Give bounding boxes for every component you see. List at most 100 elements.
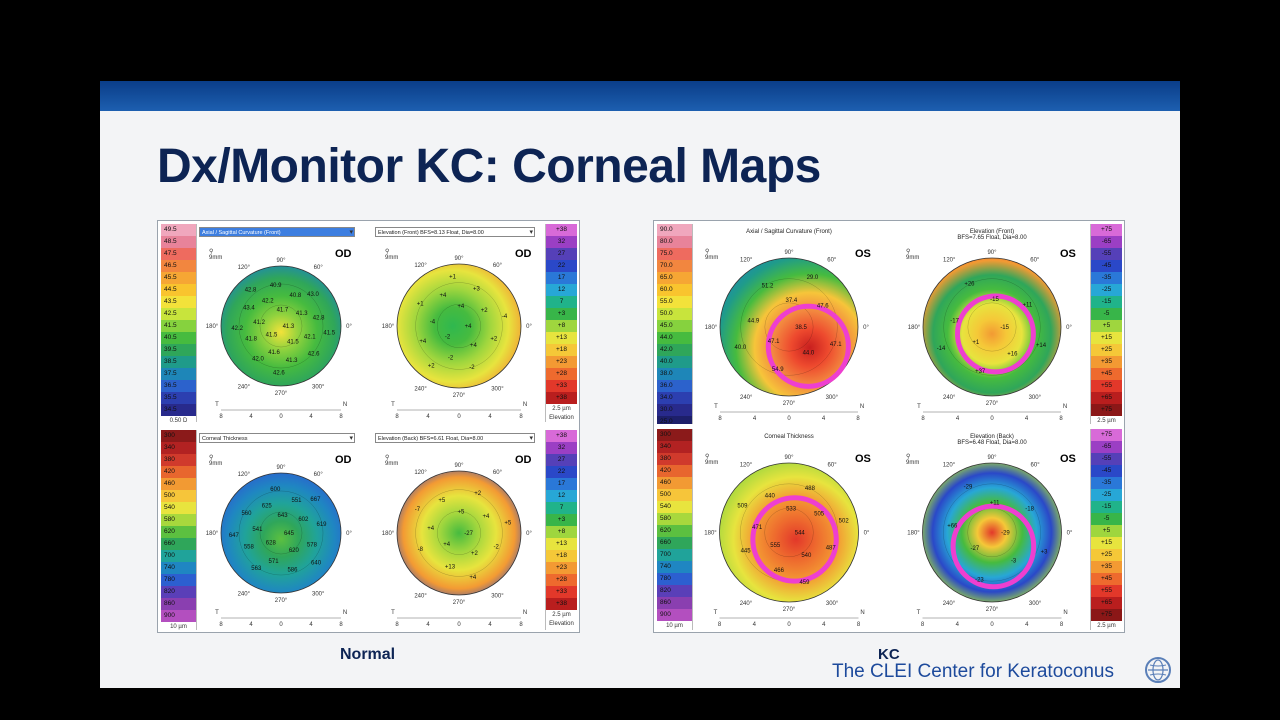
highlight-ring bbox=[750, 495, 839, 584]
zoom-icon[interactable]: ⚲ 9mm bbox=[906, 454, 920, 466]
scale-step: +3 bbox=[546, 308, 577, 320]
map-value: -29 bbox=[964, 484, 973, 490]
scale-step: 340 bbox=[657, 441, 692, 453]
map-type-dropdown[interactable]: Elevation (Front) BFS=8.13 Float, Dia=8.… bbox=[375, 227, 535, 237]
scale-step: 7 bbox=[546, 502, 577, 514]
axis-label: 240° bbox=[414, 386, 427, 392]
topography-plot: 90°270°180° 0°120° 60°240° 300°8 4 0 4 8T N64562… bbox=[206, 465, 353, 628]
scale-step: -25 bbox=[1091, 284, 1122, 296]
scale-step: 660 bbox=[161, 538, 196, 550]
scale-step: -35 bbox=[1091, 477, 1122, 489]
topography-plot: 90°270°180° 0°120° 60°240° 300°8 4 0 4 8T N+4-2+… bbox=[382, 256, 533, 420]
axis-label: 300° bbox=[491, 386, 504, 392]
tick-label: 0 bbox=[787, 416, 791, 422]
zoom-icon[interactable]: ⚲ 9mm bbox=[385, 455, 399, 467]
axis-label: 90° bbox=[784, 455, 794, 461]
map-type-dropdown[interactable]: Corneal Thickness bbox=[199, 433, 355, 443]
zoom-icon[interactable]: ⚲ 9mm bbox=[705, 249, 719, 261]
map-value: +2 bbox=[471, 551, 479, 557]
axis-label: 120° bbox=[414, 263, 427, 269]
map-value: 466 bbox=[774, 568, 785, 574]
scale-step: +8 bbox=[546, 526, 577, 538]
axis-label: 180° bbox=[382, 324, 395, 330]
zoom-icon[interactable]: ⚲ 9mm bbox=[906, 249, 920, 261]
axis-label: 90° bbox=[987, 250, 997, 256]
tick-label: 8 bbox=[519, 414, 523, 420]
map-value: -15 bbox=[990, 297, 999, 303]
kc-front-elevation-map: +75 -65 -55 -45 -35 -25 -15 -5 +5 +15 +25 +35 +45 +55… bbox=[892, 224, 1122, 424]
zoom-icon[interactable]: ⚲ 9mm bbox=[209, 249, 223, 261]
scale-step: -45 bbox=[1091, 465, 1122, 477]
axis-label: 60° bbox=[1031, 462, 1041, 468]
scale-step: 420 bbox=[161, 466, 196, 478]
map-value: +4 bbox=[440, 293, 448, 299]
map-value: 667 bbox=[310, 497, 321, 503]
map-value: 42.6 bbox=[273, 370, 285, 376]
map-value: -7 bbox=[415, 507, 421, 513]
axis-label: 90° bbox=[454, 463, 464, 469]
scale-step: 860 bbox=[161, 598, 196, 610]
scale-step: +45 bbox=[1091, 368, 1122, 380]
map-value: +3 bbox=[473, 287, 481, 293]
scale-step: +33 bbox=[546, 380, 577, 392]
map-value: 42.8 bbox=[313, 316, 325, 322]
axis-label: 300° bbox=[491, 593, 504, 599]
cornea-disk bbox=[220, 265, 342, 387]
axis-label: 120° bbox=[238, 265, 251, 271]
scale-step: +23 bbox=[546, 356, 577, 368]
scale-step: +55 bbox=[1091, 380, 1122, 392]
map-value: 625 bbox=[262, 504, 273, 510]
zoom-icon[interactable]: ⚲ 9mm bbox=[385, 249, 399, 261]
topography-plot: 90°270°180° 0°120° 60°240° 300°8 4 0 4 8T N-15+1… bbox=[908, 250, 1073, 422]
zoom-icon[interactable]: ⚲ 9mm bbox=[705, 454, 719, 466]
axis-label: 180° bbox=[704, 531, 717, 537]
axis-label: 90° bbox=[454, 256, 464, 262]
map-value: 540 bbox=[801, 553, 812, 559]
scale-step: 49.5 bbox=[161, 224, 196, 236]
axis-label: 240° bbox=[238, 384, 251, 390]
axis-side-label: T bbox=[215, 610, 219, 616]
scale-step: 380 bbox=[657, 453, 692, 465]
globe-icon bbox=[1145, 657, 1171, 683]
tick-label: 4 bbox=[753, 622, 757, 628]
scale-step: -15 bbox=[1091, 296, 1122, 308]
map-value: 487 bbox=[826, 546, 837, 552]
map-type-dropdown[interactable]: Elevation (Back) BFS=6.61 Float, Dia=8.0… bbox=[375, 433, 535, 443]
scale-step: +75 bbox=[1091, 404, 1122, 416]
map-value: +66 bbox=[947, 523, 958, 529]
color-scale: 300 340 380 420 460 500 540 580 620 660 700 740 780 8… bbox=[657, 429, 693, 630]
scale-step: 27 bbox=[546, 454, 577, 466]
map-value: 44.9 bbox=[748, 319, 760, 325]
map-value: 533 bbox=[786, 507, 797, 513]
scale-step: 32 bbox=[546, 236, 577, 248]
map-value: 602 bbox=[298, 517, 309, 523]
map-type-dropdown[interactable]: Axial / Sagittal Curvature (Front) bbox=[199, 227, 355, 237]
scale-step: -25 bbox=[1091, 489, 1122, 501]
scale-step: 12 bbox=[546, 284, 577, 296]
axis-label: 180° bbox=[206, 531, 219, 537]
scale-step: 700 bbox=[657, 549, 692, 561]
scale-step: -65 bbox=[1091, 441, 1122, 453]
zone-ring bbox=[740, 278, 838, 376]
map-title: Corneal Thickness bbox=[764, 434, 814, 440]
scale-step: 500 bbox=[161, 490, 196, 502]
scale-step: -55 bbox=[1091, 453, 1122, 465]
tick-label: 4 bbox=[753, 416, 757, 422]
scale-step: 70.0 bbox=[657, 260, 692, 272]
map-value: 555 bbox=[770, 543, 781, 549]
scale-label: Elevation bbox=[549, 415, 574, 421]
tick-label: 8 bbox=[1060, 622, 1064, 628]
scale-step: -35 bbox=[1091, 272, 1122, 284]
scale-step: 900 bbox=[161, 610, 196, 622]
map-value: +2 bbox=[481, 308, 489, 314]
scale-step: 460 bbox=[657, 477, 692, 489]
map-value: 502 bbox=[839, 518, 850, 524]
scale-unit: 2.5 µm bbox=[1097, 623, 1116, 629]
map-value: 42.1 bbox=[304, 334, 316, 340]
eye-label: OS bbox=[1060, 453, 1076, 465]
map-value: 445 bbox=[741, 548, 752, 554]
zoom-icon[interactable]: ⚲ 9mm bbox=[209, 455, 223, 467]
cornea-disk bbox=[719, 257, 859, 397]
axis-side-label: T bbox=[215, 402, 219, 408]
map-value: 541 bbox=[252, 527, 263, 533]
